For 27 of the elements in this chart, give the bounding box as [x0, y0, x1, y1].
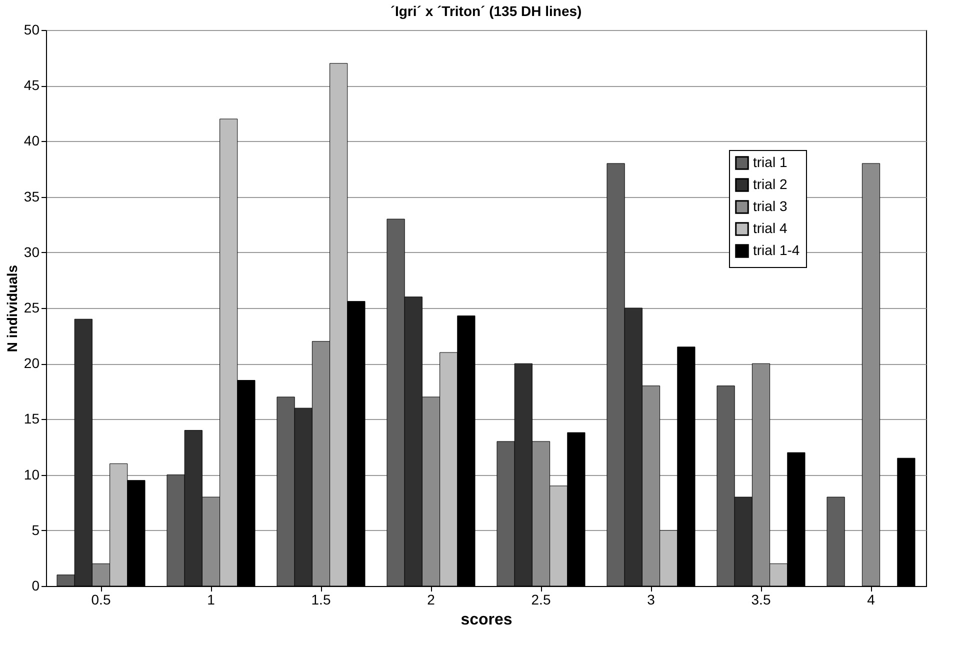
y-tick-label: 45	[24, 77, 40, 94]
y-tick-label: 10	[24, 466, 40, 482]
y-tick-label: 35	[24, 188, 40, 204]
legend-label: trial 4	[753, 220, 788, 236]
chart-title: ´Igri´ x ´Triton´ (135 DH lines)	[390, 3, 582, 19]
x-tick-label: 0.5	[91, 592, 111, 608]
y-tick-label: 0	[32, 578, 40, 594]
y-tick-label: 5	[32, 522, 40, 538]
y-tick-label: 30	[24, 244, 40, 260]
y-tick-label: 40	[24, 132, 40, 149]
y-tick-label: 15	[24, 410, 40, 427]
legend-label: trial 1	[753, 154, 788, 170]
y-tick-label: 50	[24, 22, 40, 38]
y-tick-label: 25	[24, 300, 40, 316]
x-tick-label: 1	[207, 592, 216, 608]
x-tick-label: 3	[647, 592, 656, 608]
x-tick-label: 1.5	[311, 592, 331, 608]
x-axis-title: scores	[460, 612, 512, 628]
y-tick-label: 20	[24, 355, 40, 372]
x-tick-label: 3.5	[751, 592, 771, 608]
legend-label: trial 1-4	[753, 242, 800, 258]
y-axis-title: N individuals	[4, 264, 20, 352]
x-tick-label: 4	[867, 592, 876, 608]
legend-label: trial 2	[753, 176, 788, 192]
legend-label: trial 3	[753, 198, 788, 214]
x-tick-label: 2	[427, 592, 436, 608]
x-tick-label: 2.5	[531, 592, 551, 608]
